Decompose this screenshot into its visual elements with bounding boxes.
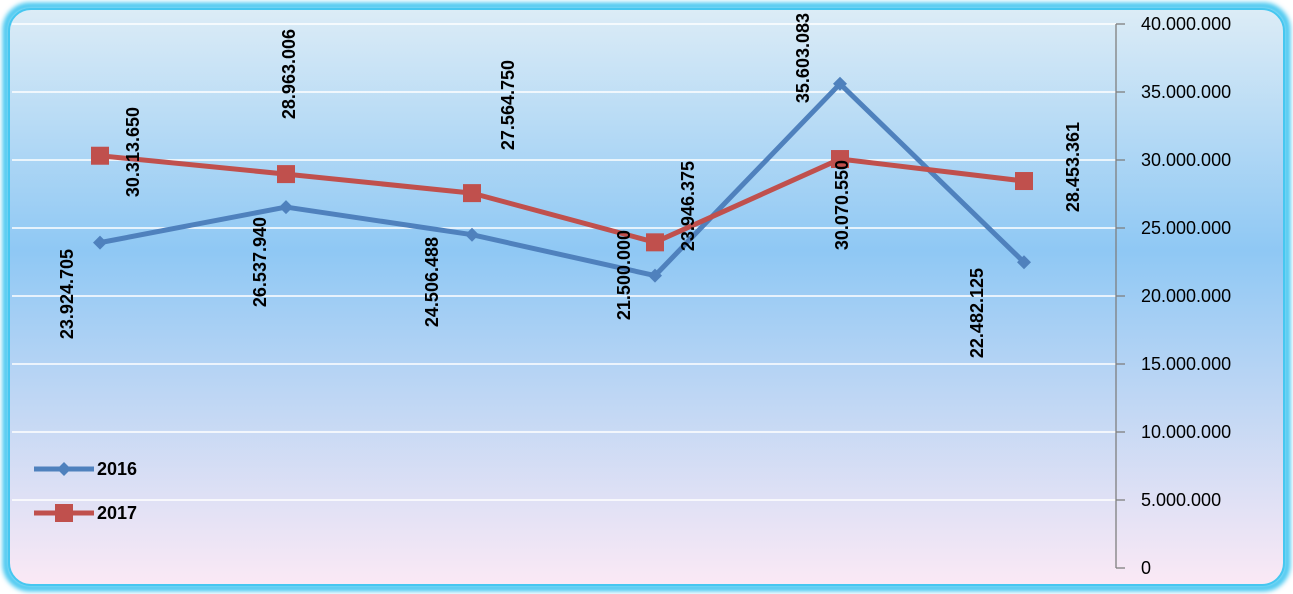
data-label-2016: 24.506.488 [422, 237, 442, 327]
series-line-2016 [99, 81, 1026, 279]
y-tick-label: 35.000.000 [1141, 82, 1231, 102]
data-point-2016 [279, 200, 293, 215]
legend-marker-2017 [55, 504, 73, 522]
data-point-2017 [646, 233, 664, 252]
data-label-2017: 28.963.006 [279, 29, 299, 119]
data-labels: 23.924.705 26.537.940 24.506.488 21.500.000… [57, 13, 1083, 358]
data-point-2016 [1017, 255, 1031, 270]
chart-background [8, 8, 1285, 586]
y-tick-label: 20.000.000 [1141, 286, 1231, 306]
data-label-2016: 22.482.125 [967, 268, 987, 358]
data-label-2017: 28.453.361 [1063, 122, 1083, 212]
data-label-2016: 21.500.000 [614, 230, 634, 320]
y-tick-label: 5.000.000 [1141, 490, 1221, 510]
y-tick-label: 15.000.000 [1141, 354, 1231, 374]
y-tick-label: 10.000.000 [1141, 422, 1231, 442]
data-label-2017: 30.070.550 [832, 160, 852, 250]
data-point-2016 [648, 268, 662, 283]
data-point-2016 [833, 76, 847, 91]
data-label-2016: 26.537.940 [250, 217, 270, 307]
legend-marker-2016 [57, 462, 71, 476]
y-tick-label: 25.000.000 [1141, 218, 1231, 238]
y-tick-label: 0 [1141, 558, 1151, 578]
data-point-2016 [93, 235, 107, 250]
y-tick-label: 40.000.000 [1141, 14, 1231, 34]
data-label-2017: 30.313.650 [123, 107, 143, 197]
data-label-2017: 27.564.750 [498, 60, 518, 150]
y-axis: 0 5.000.000 10.000.000 15.000.000 20.000.000… [1115, 14, 1231, 578]
data-point-2017 [1015, 172, 1033, 191]
gridlines [12, 23, 1116, 501]
series-line-2017 [99, 153, 1025, 245]
data-label-2016: 35.603.083 [793, 13, 813, 103]
data-point-2017 [277, 165, 295, 184]
data-label-2016: 23.924.705 [57, 249, 77, 339]
data-point-2017 [91, 146, 109, 165]
y-tick-label: 30.000.000 [1141, 150, 1231, 170]
series-lines [91, 76, 1033, 283]
data-label-2017: 23.946.375 [678, 161, 698, 251]
data-point-2017 [831, 150, 849, 169]
legend: 2016 2017 [34, 459, 137, 523]
legend-label-2017: 2017 [97, 503, 137, 523]
legend-label-2016: 2016 [97, 459, 137, 479]
data-point-2016 [465, 227, 479, 242]
data-point-2017 [463, 184, 481, 203]
